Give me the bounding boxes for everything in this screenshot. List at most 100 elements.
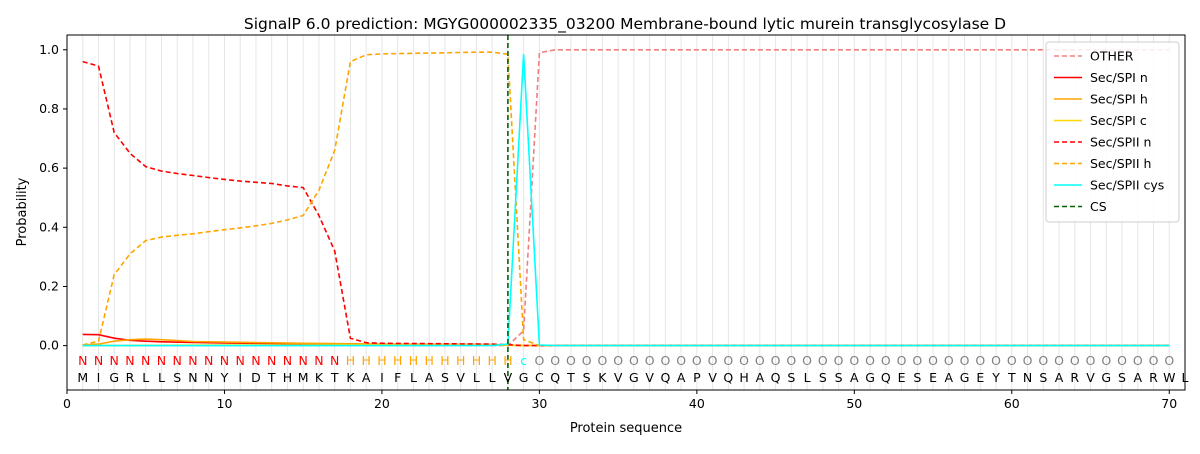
legend-entry: Sec/SPII cys (1090, 178, 1164, 193)
region-label: N (251, 353, 260, 368)
x-tick-label: 20 (374, 396, 390, 411)
region-label: O (834, 353, 844, 368)
region-label: O (739, 353, 749, 368)
legend-box (1045, 41, 1180, 223)
sequence-residue: Q (771, 370, 781, 385)
region-label: O (1007, 353, 1017, 368)
sequence-residue: V (645, 370, 654, 385)
legend: OTHER Sec/SPI n Sec/SPI h Sec/SPI c Sec/SPII… (1045, 41, 1180, 223)
sequence-residue: K (346, 370, 355, 385)
region-label: N (125, 353, 134, 368)
sequence-residue: M (77, 370, 88, 385)
sequence-residue: I (97, 370, 101, 385)
sequence-residue: K (315, 370, 324, 385)
legend-entry: CS (1090, 199, 1107, 214)
region-label: H (456, 353, 465, 368)
sequence-residue: S (835, 370, 843, 385)
sequence-residue: Q (881, 370, 891, 385)
region-label: O (723, 353, 733, 368)
region-label: O (597, 353, 607, 368)
sequence-residue: S (583, 370, 591, 385)
sequence-residue: S (913, 370, 921, 385)
legend-entry: Sec/SPI h (1090, 92, 1148, 107)
x-tick-label: 70 (1161, 396, 1177, 411)
region-label: O (991, 353, 1001, 368)
region-label: O (849, 353, 859, 368)
legend-entry: Sec/SPII h (1090, 156, 1151, 171)
sequence-residue: Y (220, 370, 229, 385)
region-label: O (771, 353, 781, 368)
sequence-residue: V (456, 370, 465, 385)
region-label: O (960, 353, 970, 368)
region-label: O (1023, 353, 1033, 368)
region-label: H (440, 353, 449, 368)
sequence-residue: H (283, 370, 292, 385)
sequence-residue: R (1149, 370, 1158, 385)
region-label: O (1038, 353, 1048, 368)
region-label: O (613, 353, 623, 368)
series-line (82, 54, 1170, 347)
sequence-residue: I (380, 370, 384, 385)
sequence-residue: V (1086, 370, 1095, 385)
sequence-residue: H (739, 370, 748, 385)
sequence-residue: E (929, 370, 937, 385)
y-tick-label: 0.6 (39, 160, 59, 175)
region-label: H (377, 353, 386, 368)
sequence-residue: T (330, 370, 339, 385)
region-label: O (676, 353, 686, 368)
sequence-residue: A (677, 370, 686, 385)
sequence-residue: S (787, 370, 795, 385)
sequence-residue: G (960, 370, 970, 385)
sequence-residue: T (267, 370, 276, 385)
region-label: N (173, 353, 182, 368)
region-label: H (503, 353, 512, 368)
sequence-residue: Y (991, 370, 1000, 385)
legend-entry: Sec/SPI c (1090, 113, 1147, 128)
sequence-residue: S (819, 370, 827, 385)
region-label: O (1054, 353, 1064, 368)
sequence-residue: N (188, 370, 197, 385)
y-tick-label: 0.8 (39, 101, 59, 116)
x-tick-label: 0 (63, 396, 71, 411)
x-tick-label: 40 (689, 396, 705, 411)
chart-title: SignalP 6.0 prediction: MGYG000002335_03… (244, 15, 1006, 34)
region-label: O (692, 353, 702, 368)
series-layer (82, 35, 1170, 390)
sequence-residue: V (708, 370, 717, 385)
sequence-residue: P (693, 370, 701, 385)
sequence-residue: A (850, 370, 859, 385)
sequence-residue: M (298, 370, 309, 385)
region-label: O (550, 353, 560, 368)
region-label: N (78, 353, 87, 368)
series-line (82, 333, 1170, 347)
sequence-residue: A (945, 370, 954, 385)
sequence-residue: Q (723, 370, 733, 385)
region-label: N (314, 353, 323, 368)
region-label: O (881, 353, 891, 368)
region-label: O (1149, 353, 1159, 368)
legend-entry: OTHER (1090, 49, 1134, 64)
sequence-residue: S (441, 370, 449, 385)
legend-entry: Sec/SPI n (1090, 70, 1148, 85)
sequence-residue: A (362, 370, 371, 385)
region-label: O (1086, 353, 1096, 368)
sequence-residue: A (1055, 370, 1064, 385)
region-label: O (802, 353, 812, 368)
sequence-residue: G (519, 370, 529, 385)
region-label: N (94, 353, 103, 368)
region-label: O (1133, 353, 1143, 368)
sequence-residue: L (473, 370, 480, 385)
region-label: H (346, 353, 355, 368)
sequence-residue: L (142, 370, 149, 385)
sequence-residue: G (1101, 370, 1111, 385)
sequence-residue: Q (550, 370, 560, 385)
region-label: O (708, 353, 718, 368)
sequence-residue: T (566, 370, 575, 385)
region-label: H (472, 353, 481, 368)
region-label: H (409, 353, 418, 368)
region-label: N (157, 353, 166, 368)
region-label: O (660, 353, 670, 368)
sequence-residue: C (535, 370, 544, 385)
